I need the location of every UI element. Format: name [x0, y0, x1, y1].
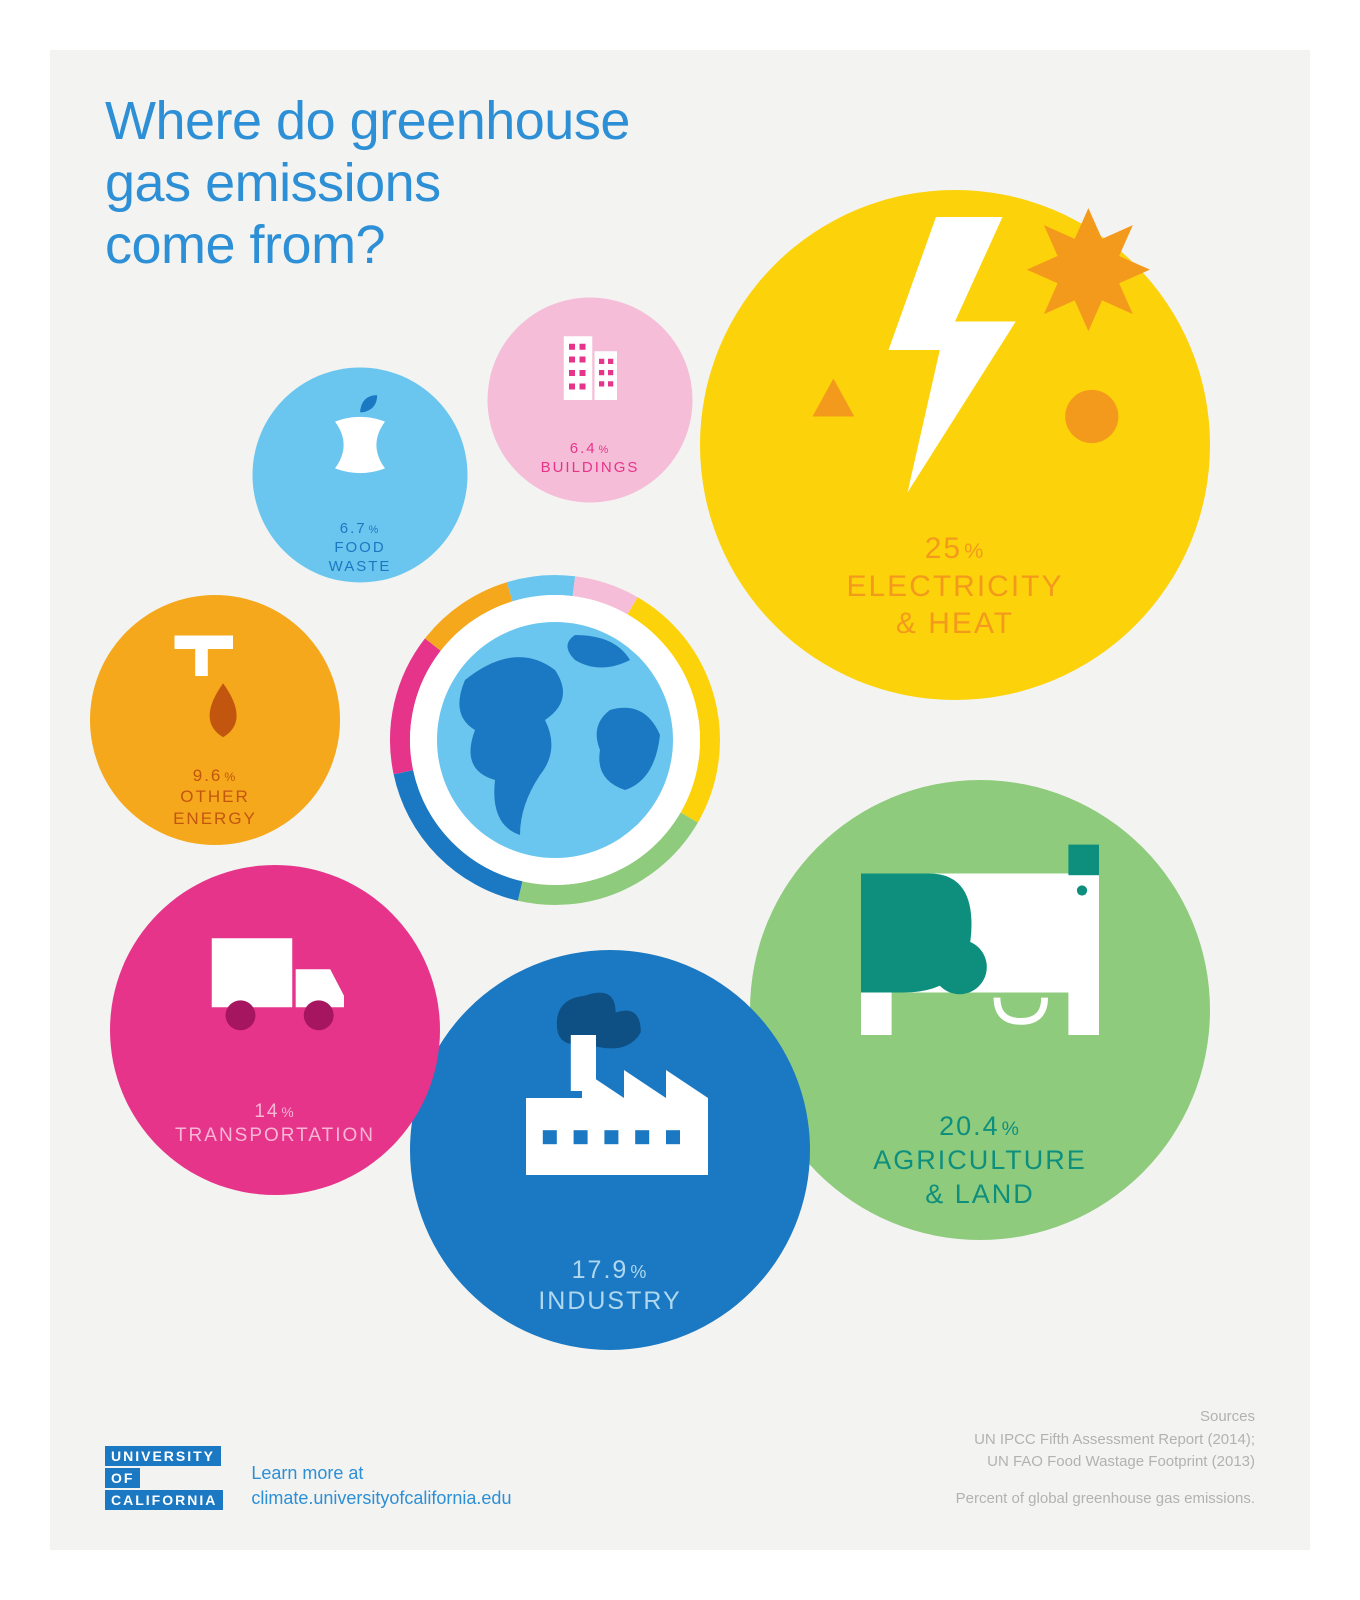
footer: UNIVERSITY OF CALIFORNIA Learn more at c…: [105, 1446, 511, 1510]
learn-more-line2: climate.universityofcalifornia.edu: [251, 1486, 511, 1510]
uc-logo: UNIVERSITY OF CALIFORNIA: [105, 1446, 223, 1510]
petal-name: TRANSPORTATION: [125, 1124, 425, 1148]
petal-name: INDUSTRY: [460, 1286, 760, 1317]
petal-percent: 6.4%: [440, 440, 740, 459]
petal-percent: 14%: [125, 1100, 425, 1124]
petal-name: BUILDINGS: [440, 459, 740, 478]
infographic-canvas: Where do greenhousegas emissionscome fro…: [50, 50, 1310, 1550]
sources-caption: Percent of global greenhouse gas emissio…: [956, 1488, 1255, 1511]
uc-logo-line: OF: [105, 1468, 140, 1488]
learn-more: Learn more at climate.universityofcalifo…: [251, 1461, 511, 1510]
petal-percent: 17.9%: [460, 1255, 760, 1286]
uc-logo-line: UNIVERSITY: [105, 1446, 221, 1466]
petal-name: AGRICULTURE& LAND: [830, 1144, 1130, 1212]
petal-label-foodwaste: 6.7%FOODWASTE: [210, 520, 510, 576]
sources-line2: UN FAO Food Wastage Footprint (2013): [956, 1451, 1255, 1474]
petal-percent: 6.7%: [210, 520, 510, 539]
petal-label-industry: 17.9%INDUSTRY: [460, 1255, 760, 1318]
petal-label-otherenergy: 9.6%OTHERENERGY: [65, 765, 365, 829]
sources-heading: Sources: [956, 1406, 1255, 1429]
petal-name: OTHERENERGY: [65, 786, 365, 829]
petal-name: FOODWASTE: [210, 539, 510, 577]
petal-label-buildings: 6.4%BUILDINGS: [440, 440, 740, 478]
petal-label-agriculture: 20.4%AGRICULTURE& LAND: [830, 1110, 1130, 1211]
petal-percent: 9.6%: [65, 765, 365, 786]
sources-line1: UN IPCC Fifth Assessment Report (2014);: [956, 1429, 1255, 1452]
petal-percent: 20.4%: [830, 1110, 1130, 1144]
petal-label-electricity: 25%ELECTRICITY& HEAT: [805, 530, 1105, 643]
uc-logo-line: CALIFORNIA: [105, 1490, 223, 1510]
sources-block: Sources UN IPCC Fifth Assessment Report …: [956, 1406, 1255, 1510]
petal-name: ELECTRICITY& HEAT: [805, 568, 1105, 643]
petal-percent: 25%: [805, 530, 1105, 568]
learn-more-line1: Learn more at: [251, 1461, 511, 1485]
petal-label-transportation: 14%TRANSPORTATION: [125, 1100, 425, 1148]
